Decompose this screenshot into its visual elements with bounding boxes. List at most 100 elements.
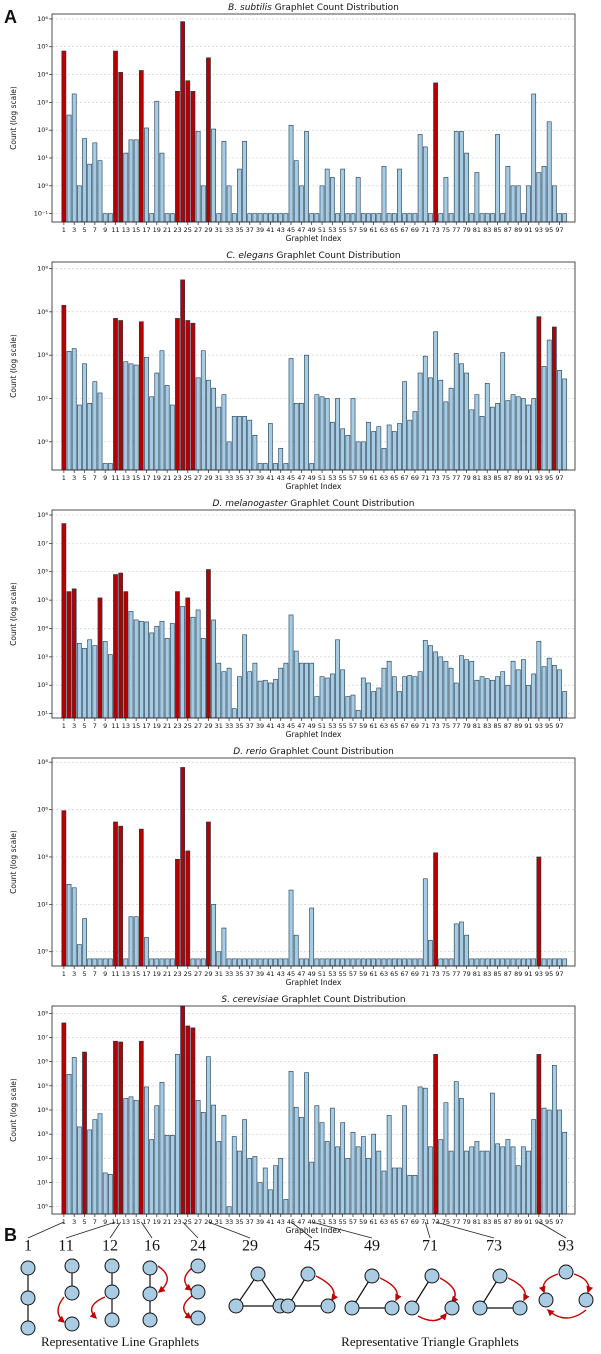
x-axis-label: Graphlet Index bbox=[286, 978, 342, 987]
bar bbox=[505, 400, 511, 471]
x-tick-label: 67 bbox=[400, 722, 408, 730]
bar bbox=[557, 370, 562, 471]
x-tick-label: 1 bbox=[62, 474, 66, 482]
bar bbox=[154, 625, 160, 719]
x-tick-label: 9 bbox=[103, 226, 107, 234]
bar bbox=[464, 1150, 469, 1215]
bar bbox=[268, 958, 273, 967]
bar bbox=[216, 662, 222, 719]
connector bbox=[208, 1221, 251, 1239]
bar bbox=[510, 660, 516, 719]
y-tick-label: 10² bbox=[37, 681, 48, 689]
bar bbox=[304, 354, 309, 471]
bar bbox=[97, 597, 103, 719]
graphlet-label: 11 bbox=[58, 1238, 73, 1255]
y-tick-label: 10⁰ bbox=[37, 1203, 48, 1211]
bar bbox=[531, 673, 537, 719]
bar bbox=[195, 609, 201, 719]
bar bbox=[175, 318, 180, 471]
x-tick-label: 43 bbox=[277, 474, 285, 482]
bar bbox=[113, 821, 118, 967]
bar bbox=[247, 958, 253, 967]
bar bbox=[118, 1041, 124, 1215]
x-tick-label: 41 bbox=[266, 474, 274, 482]
bar bbox=[335, 958, 340, 967]
bar bbox=[283, 1199, 289, 1215]
bar bbox=[113, 574, 118, 719]
x-tick-label: 17 bbox=[142, 226, 150, 234]
x-tick-label: 63 bbox=[380, 474, 388, 482]
title-species: C. elegans bbox=[226, 251, 274, 261]
y-tick-label: 10¹ bbox=[37, 710, 48, 718]
y-tick-label: 10⁷ bbox=[37, 1033, 48, 1041]
bar bbox=[402, 213, 407, 223]
bar bbox=[531, 93, 537, 223]
bar bbox=[324, 1141, 330, 1215]
bar bbox=[133, 139, 139, 223]
bar bbox=[417, 1086, 423, 1215]
x-tick-label: 39 bbox=[256, 474, 264, 482]
x-tick-label: 63 bbox=[380, 970, 388, 978]
bar bbox=[149, 1139, 155, 1215]
x-tick-label: 19 bbox=[153, 722, 161, 730]
bar bbox=[551, 1065, 557, 1215]
bar bbox=[200, 958, 206, 967]
bar bbox=[479, 213, 485, 223]
x-tick-label: 59 bbox=[359, 474, 367, 482]
y-tick-label: 10⁸ bbox=[37, 758, 48, 766]
bar bbox=[231, 1136, 237, 1215]
bar bbox=[391, 213, 397, 223]
x-tick-label: 83 bbox=[483, 226, 491, 234]
bar bbox=[340, 669, 346, 719]
x-tick-label: 49 bbox=[308, 970, 316, 978]
x-tick-label: 27 bbox=[194, 474, 202, 482]
x-tick-label: 7 bbox=[93, 226, 97, 234]
graphlet-label: 73 bbox=[486, 1238, 502, 1255]
bar bbox=[237, 1150, 242, 1215]
x-tick-label: 77 bbox=[452, 474, 460, 482]
bar bbox=[526, 1150, 531, 1215]
y-tick-label: 10⁶ bbox=[37, 568, 48, 576]
bar bbox=[536, 856, 542, 967]
bar bbox=[76, 1126, 82, 1215]
x-tick-label: 43 bbox=[277, 970, 285, 978]
x-tick-label: 15 bbox=[132, 722, 140, 730]
bar bbox=[180, 767, 185, 967]
x-tick-label: 35 bbox=[235, 970, 243, 978]
x-axis-label: Graphlet Index bbox=[286, 1226, 342, 1235]
x-tick-label: 35 bbox=[235, 722, 243, 730]
bar bbox=[113, 318, 118, 471]
bar bbox=[562, 691, 568, 719]
bar bbox=[71, 348, 77, 471]
x-tick-label: 19 bbox=[153, 226, 161, 234]
x-tick-label: 57 bbox=[349, 722, 357, 730]
bar bbox=[195, 958, 201, 967]
x-tick-label: 59 bbox=[359, 226, 367, 234]
bar bbox=[128, 363, 134, 471]
bar bbox=[107, 1173, 113, 1215]
x-tick-label: 11 bbox=[111, 970, 119, 978]
bar bbox=[526, 684, 531, 719]
bar bbox=[329, 958, 335, 967]
bar bbox=[273, 958, 278, 967]
x-tick-label: 31 bbox=[215, 474, 223, 482]
connector bbox=[311, 1221, 373, 1239]
y-tick-label: 10³ bbox=[37, 1130, 48, 1138]
x-tick-label: 91 bbox=[524, 226, 532, 234]
bar bbox=[211, 619, 216, 719]
x-tick-label: 75 bbox=[442, 722, 450, 730]
bar bbox=[149, 396, 155, 471]
bar bbox=[237, 416, 242, 471]
bar bbox=[61, 305, 67, 471]
bar bbox=[464, 372, 469, 471]
x-tick-label: 5 bbox=[82, 1218, 86, 1226]
bar bbox=[402, 1105, 407, 1215]
graphlet-drawings bbox=[20, 1258, 594, 1336]
bar bbox=[200, 638, 206, 719]
bar bbox=[371, 958, 377, 967]
bar bbox=[335, 1146, 340, 1215]
x-tick-label: 87 bbox=[504, 226, 512, 234]
y-tick-label: 10⁶ bbox=[37, 308, 48, 316]
y-tick-label: 10² bbox=[37, 900, 48, 908]
